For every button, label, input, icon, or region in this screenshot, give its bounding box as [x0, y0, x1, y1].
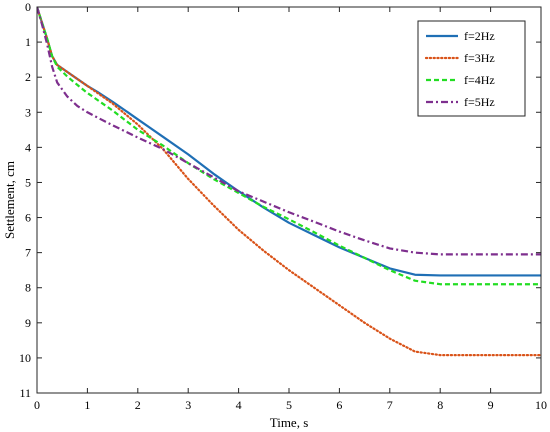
y-tick-label: 10 — [19, 351, 31, 365]
legend-label: f=4Hz — [464, 73, 495, 87]
x-tick-label: 9 — [488, 398, 494, 412]
y-tick-label: 9 — [25, 316, 31, 330]
y-axis-label: Settlement, cm — [2, 161, 17, 239]
x-tick-label: 0 — [34, 398, 40, 412]
x-tick-label: 5 — [286, 398, 292, 412]
series-line-f-5hz — [37, 7, 541, 256]
x-tick-label: 8 — [437, 398, 443, 412]
x-tick-label: 3 — [185, 398, 191, 412]
legend-label: f=2Hz — [464, 29, 495, 43]
legend-label: f=3Hz — [464, 51, 495, 65]
y-tick-label: 6 — [25, 211, 31, 225]
y-tick-label: 7 — [25, 246, 31, 260]
x-tick-label: 7 — [387, 398, 393, 412]
y-tick-label: 3 — [25, 105, 31, 119]
ticks-layer: 0 1 2 3 4 5 6 7 8 9 10 0 1 2 3 4 5 6 7 8 9 10 11 — [19, 0, 547, 412]
x-tick-label: 1 — [84, 398, 90, 412]
x-tick-label: 4 — [236, 398, 242, 412]
y-tick-label: 2 — [25, 70, 31, 84]
x-tick-label: 2 — [135, 398, 141, 412]
y-tick-label: 11 — [19, 386, 31, 400]
y-tick-label: 5 — [25, 175, 31, 189]
series-line-f-3hz — [37, 7, 541, 357]
series-layer — [37, 7, 541, 357]
y-tick-label: 4 — [25, 140, 31, 154]
x-tick-label: 6 — [336, 398, 342, 412]
x-tick-label: 10 — [535, 398, 547, 412]
legend-label: f=5Hz — [464, 95, 495, 109]
y-tick-label: 1 — [25, 35, 31, 49]
y-tick-label: 0 — [25, 0, 31, 14]
x-axis-label: Time, s — [270, 415, 309, 430]
series-line-f-4hz — [37, 7, 541, 286]
y-tick-label: 8 — [25, 281, 31, 295]
legend: f=2Hz f=3Hz f=4Hz f=5Hz — [417, 20, 526, 117]
